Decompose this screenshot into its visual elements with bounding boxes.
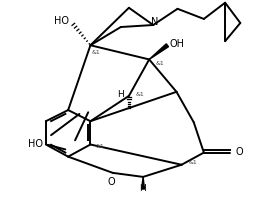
Text: OH: OH [169, 39, 184, 49]
Polygon shape [142, 177, 144, 189]
Text: H: H [117, 90, 124, 99]
Text: O: O [108, 177, 116, 187]
Text: &1: &1 [189, 160, 197, 165]
Text: HO: HO [54, 16, 69, 26]
Polygon shape [149, 44, 169, 59]
Text: &1: &1 [91, 50, 100, 55]
Text: H: H [139, 184, 146, 193]
Text: N: N [150, 17, 158, 27]
Text: &1: &1 [135, 92, 144, 97]
Text: O: O [235, 147, 243, 157]
Text: &1: &1 [96, 144, 105, 149]
Text: HO: HO [29, 139, 44, 150]
Text: &1: &1 [156, 61, 164, 66]
